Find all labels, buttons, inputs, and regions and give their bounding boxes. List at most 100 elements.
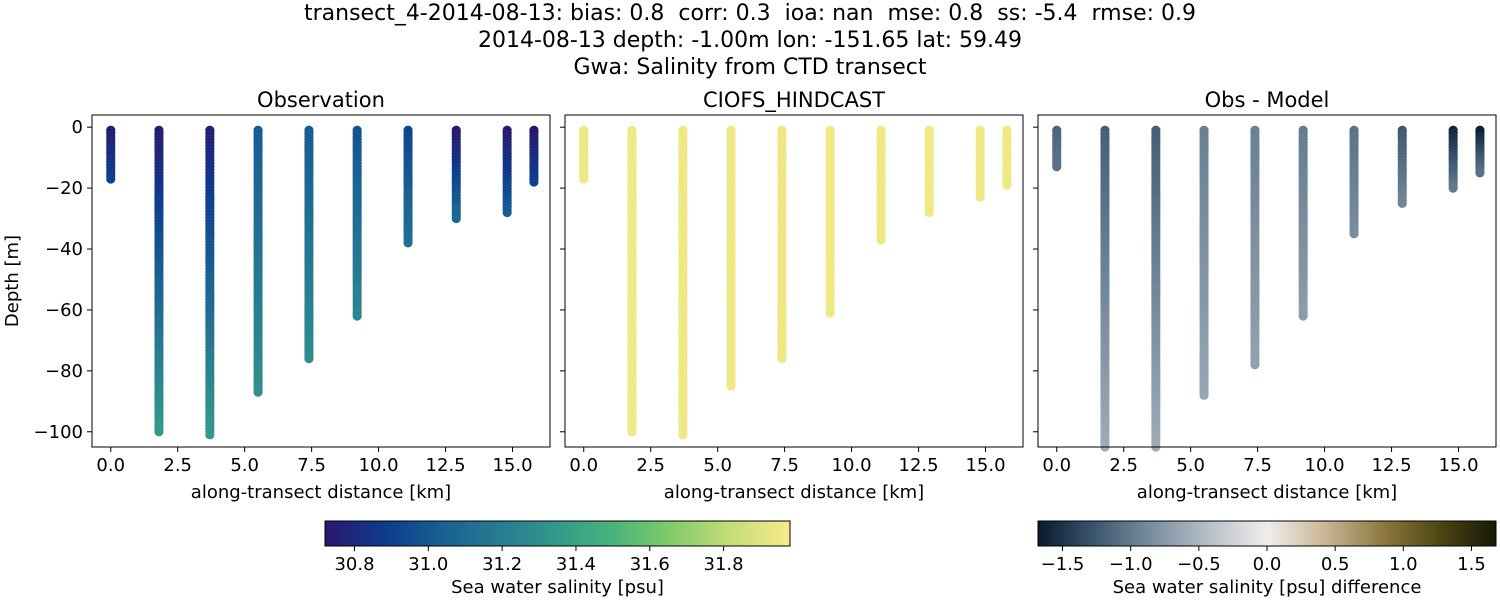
station-profile <box>1349 125 1359 239</box>
panel-3: 0.0 2.5 5.0 7.5 10.0 12.5 15.0 Obs - Model along… <box>1033 88 1497 503</box>
station-profile <box>1052 125 1062 172</box>
station-profile <box>777 125 787 364</box>
station-profile <box>1002 125 1012 190</box>
station-profile <box>403 125 413 248</box>
figure-title-line-3: Gwa: Salinity from CTD transect <box>573 55 927 80</box>
colorbar-tick-label: 1.5 <box>1457 554 1486 575</box>
x-tick-label: 12.5 <box>426 455 466 476</box>
colorbar-body <box>1037 520 1497 547</box>
station-profile <box>1100 125 1110 452</box>
x-tick-label: 7.5 <box>770 455 799 476</box>
data-point <box>403 238 413 248</box>
x-tick-label: 12.5 <box>1372 455 1412 476</box>
axes-frame <box>1037 114 1497 448</box>
colorbar-tick-label: 31.4 <box>556 554 596 575</box>
x-tick-label: 10.0 <box>1305 455 1345 476</box>
data-point <box>1349 229 1359 239</box>
panel-title: Observation <box>257 88 385 112</box>
panel-1: 0.0 2.5 5.0 7.5 10.0 12.5 15.0 0 −20 −40 −60 −80 −10… <box>2 88 551 503</box>
data-point <box>1448 183 1458 193</box>
station-profile <box>825 125 835 318</box>
station-profile <box>304 125 314 364</box>
colorbar-tick-label: 31.8 <box>704 554 744 575</box>
station-profile <box>1397 125 1407 208</box>
x-tick-label: 5.0 <box>230 455 259 476</box>
figure-title-line-2: 2014-08-13 depth: -1.00m lon: -151.65 la… <box>477 28 1023 53</box>
x-tick-label: 2.5 <box>163 455 192 476</box>
station-profile <box>106 125 116 184</box>
x-tick-label: 0.0 <box>96 455 125 476</box>
data-point <box>876 235 886 245</box>
data-point <box>205 430 215 440</box>
data-point <box>726 381 736 391</box>
station-profile <box>1448 125 1458 193</box>
data-point <box>502 207 512 218</box>
data-point <box>304 354 314 364</box>
station-profile <box>154 125 164 437</box>
x-tick-label: 2.5 <box>1109 455 1138 476</box>
y-tick-label: −40 <box>45 239 83 260</box>
colorbar-tick-label: −0.5 <box>1177 554 1221 575</box>
x-tick-label: 7.5 <box>297 455 326 476</box>
y-tick-label: −80 <box>45 361 83 382</box>
data-point <box>1052 162 1062 172</box>
data-point <box>451 213 461 224</box>
x-tick-label: 0.0 <box>569 455 598 476</box>
station-profile <box>975 125 985 202</box>
station-profile <box>1250 125 1260 370</box>
data-point <box>1298 311 1308 321</box>
x-tick-label: 12.5 <box>899 455 939 476</box>
x-tick-label: 10.0 <box>832 455 872 476</box>
station-profile <box>579 125 589 184</box>
station-profile <box>451 125 461 224</box>
x-tick-label: 7.5 <box>1243 455 1272 476</box>
colorbar-tick-label: 31.0 <box>408 554 448 575</box>
colorbar-label: Sea water salinity [psu] <box>451 577 664 598</box>
station-profile <box>876 125 886 245</box>
data-point <box>1002 180 1012 190</box>
station-profile <box>627 125 637 437</box>
colorbar-tick-label: 0.5 <box>1321 554 1350 575</box>
station-profile <box>1298 125 1308 321</box>
station-profile <box>529 125 539 187</box>
colorbar-tick-label: 0.0 <box>1253 554 1282 575</box>
colorbar-tick-label: 31.2 <box>482 554 522 575</box>
difference-colorbar: −1.5 −1.0 −0.5 0.0 0.5 1.0 1.5 Sea water salini… <box>1037 520 1497 598</box>
x-tick-label: 15.0 <box>1438 455 1478 476</box>
data-point <box>352 311 362 321</box>
station-profile <box>726 125 736 391</box>
salinity-colorbar: 30.8 31.0 31.2 31.4 31.6 31.8 Sea water salini… <box>324 520 791 598</box>
x-axis-label: along-transect distance [km] <box>664 482 924 503</box>
x-axis-label: along-transect distance [km] <box>1137 482 1397 503</box>
station-profile <box>205 125 215 440</box>
x-tick-label: 10.0 <box>359 455 399 476</box>
y-axis-label: Depth [m] <box>2 235 23 327</box>
data-point <box>924 207 934 218</box>
data-point <box>975 192 985 202</box>
axes-frame <box>564 114 1024 448</box>
x-tick-label: 0.0 <box>1042 455 1071 476</box>
data-point <box>1397 198 1407 208</box>
colorbar-label: Sea water salinity [psu] difference <box>1113 577 1422 598</box>
station-profile <box>1151 125 1161 452</box>
data-point <box>529 177 539 187</box>
panel-title: CIOFS_HINDCAST <box>703 88 885 113</box>
data-point <box>154 427 164 437</box>
data-point <box>627 427 637 437</box>
data-point <box>1250 360 1260 370</box>
data-point <box>678 430 688 440</box>
panel-title: Obs - Model <box>1205 88 1330 112</box>
x-tick-label: 5.0 <box>703 455 732 476</box>
station-profile <box>1199 125 1209 400</box>
colorbar-tick-label: −1.0 <box>1109 554 1153 575</box>
x-axis-label: along-transect distance [km] <box>191 482 451 503</box>
data-point <box>777 354 787 364</box>
y-tick-label: −100 <box>34 422 83 443</box>
x-tick-label: 15.0 <box>965 455 1005 476</box>
colorbar-tick-label: 30.8 <box>334 554 374 575</box>
station-profile <box>924 125 934 218</box>
data-point <box>825 308 835 318</box>
data-point <box>579 174 589 184</box>
x-tick-label: 15.0 <box>492 455 532 476</box>
